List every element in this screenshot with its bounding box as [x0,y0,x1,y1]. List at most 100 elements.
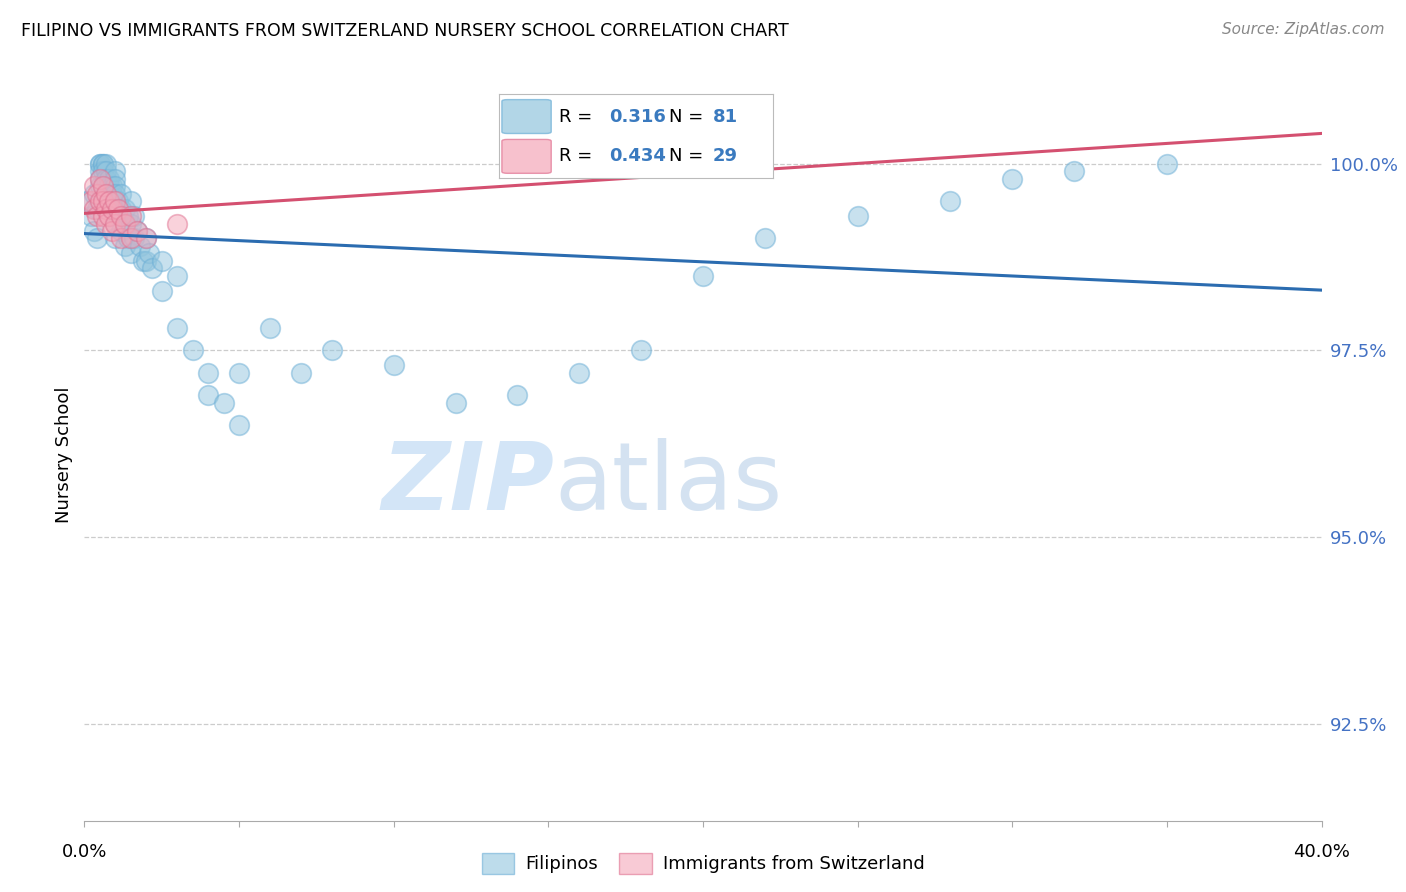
Point [101,186,124,201]
Point [98,209,121,223]
Point [692,268,714,283]
Point [120,194,142,209]
Point [94,186,117,201]
Point [212,395,235,409]
Point [228,418,250,433]
Point [94,157,117,171]
Point [98,194,121,209]
Point [150,253,173,268]
Point [104,186,127,201]
Text: atlas: atlas [554,438,783,530]
Point [110,231,132,245]
Point [110,224,132,238]
FancyBboxPatch shape [502,139,551,173]
Point [382,359,405,373]
Point [110,202,132,216]
Point [91,179,114,194]
Point [107,202,129,216]
Point [117,209,139,223]
Point [91,164,114,178]
Point [86,209,108,223]
Point [166,268,188,283]
Point [1001,171,1024,186]
Point [104,217,127,231]
Point [94,202,117,216]
Point [83,179,105,194]
Text: 81: 81 [713,108,738,126]
Point [846,209,869,223]
Text: 0.0%: 0.0% [62,843,107,861]
Point [135,231,157,245]
Point [83,202,105,216]
Point [104,194,127,209]
Point [101,202,124,216]
Text: ZIP: ZIP [381,438,554,530]
Point [86,231,108,245]
Point [321,343,343,358]
Point [104,171,127,186]
Point [110,209,132,223]
Point [76,194,98,209]
Point [91,179,114,194]
Text: FILIPINO VS IMMIGRANTS FROM SWITZERLAND NURSERY SCHOOL CORRELATION CHART: FILIPINO VS IMMIGRANTS FROM SWITZERLAND … [21,22,789,40]
Point [104,179,127,194]
Point [135,231,157,245]
Point [89,171,111,186]
Point [89,164,111,178]
Point [125,224,148,238]
Point [754,231,776,245]
Point [150,284,173,298]
Text: N =: N = [669,147,709,165]
Text: R =: R = [560,147,599,165]
Point [110,186,132,201]
Point [290,366,312,380]
Point [91,157,114,171]
Point [98,171,121,186]
Point [122,209,145,223]
Text: 0.434: 0.434 [609,147,665,165]
Point [89,194,111,209]
Point [91,157,114,171]
Point [129,239,152,253]
Point [94,164,117,178]
Point [506,388,529,402]
Point [79,209,101,223]
Point [91,194,114,209]
Point [939,194,962,209]
Point [1063,164,1085,178]
Point [181,343,204,358]
Point [120,217,142,231]
Point [101,202,124,216]
Point [83,186,105,201]
Point [120,209,142,223]
Legend: Filipinos, Immigrants from Switzerland: Filipinos, Immigrants from Switzerland [474,846,932,881]
Point [107,194,129,209]
Point [107,209,129,223]
Point [94,171,117,186]
Point [114,239,136,253]
Point [89,157,111,171]
Point [197,366,219,380]
Point [132,253,155,268]
Point [114,217,136,231]
Point [197,388,219,402]
Point [114,202,136,216]
Point [89,179,111,194]
Point [104,202,127,216]
Point [101,179,124,194]
Text: N =: N = [669,108,709,126]
Point [104,231,127,245]
Y-axis label: Nursery School: Nursery School [55,386,73,524]
Point [1156,157,1178,171]
Text: Source: ZipAtlas.com: Source: ZipAtlas.com [1222,22,1385,37]
Point [89,157,111,171]
Point [101,224,124,238]
Point [94,186,117,201]
Point [259,321,281,335]
Point [98,194,121,209]
Point [120,231,142,245]
Point [83,224,105,238]
Point [138,246,160,260]
Point [166,321,188,335]
FancyBboxPatch shape [502,100,551,134]
